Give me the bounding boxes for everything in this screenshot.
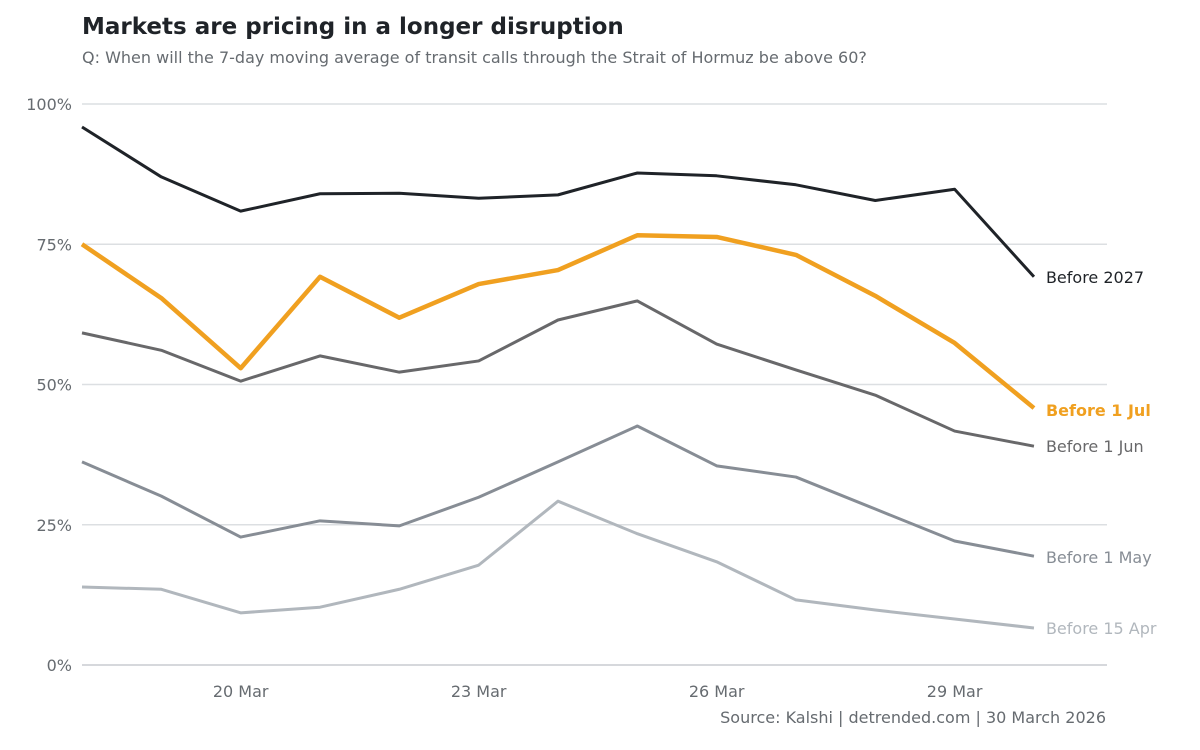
series-line: [81, 299, 1035, 448]
source-note: Source: Kalshi | detrended.com | 30 Marc…: [720, 708, 1106, 727]
series-line: [81, 125, 1036, 278]
y-tick-label: 100%: [26, 95, 72, 114]
y-tick-label: 75%: [36, 235, 72, 254]
x-tick-label: 23 Mar: [451, 682, 507, 701]
chart-title: Markets are pricing in a longer disrupti…: [82, 14, 624, 40]
series-label: Before 2027: [1046, 268, 1144, 287]
series-line: [81, 424, 1035, 558]
y-tick-label: 0%: [47, 656, 72, 675]
series-label: Before 1 Jun: [1046, 437, 1144, 456]
x-tick-label: 26 Mar: [689, 682, 745, 701]
chart-subtitle: Q: When will the 7-day moving average of…: [82, 48, 867, 67]
x-tick-label: 20 Mar: [213, 682, 269, 701]
series-label: Before 1 May: [1046, 548, 1152, 567]
y-tick-label: 50%: [36, 376, 72, 395]
series-label: Before 1 Jul: [1046, 401, 1151, 420]
y-tick-label: 25%: [36, 516, 72, 535]
series-label: Before 15 Apr: [1046, 619, 1157, 638]
x-tick-label: 29 Mar: [927, 682, 983, 701]
series-line: [81, 499, 1035, 630]
